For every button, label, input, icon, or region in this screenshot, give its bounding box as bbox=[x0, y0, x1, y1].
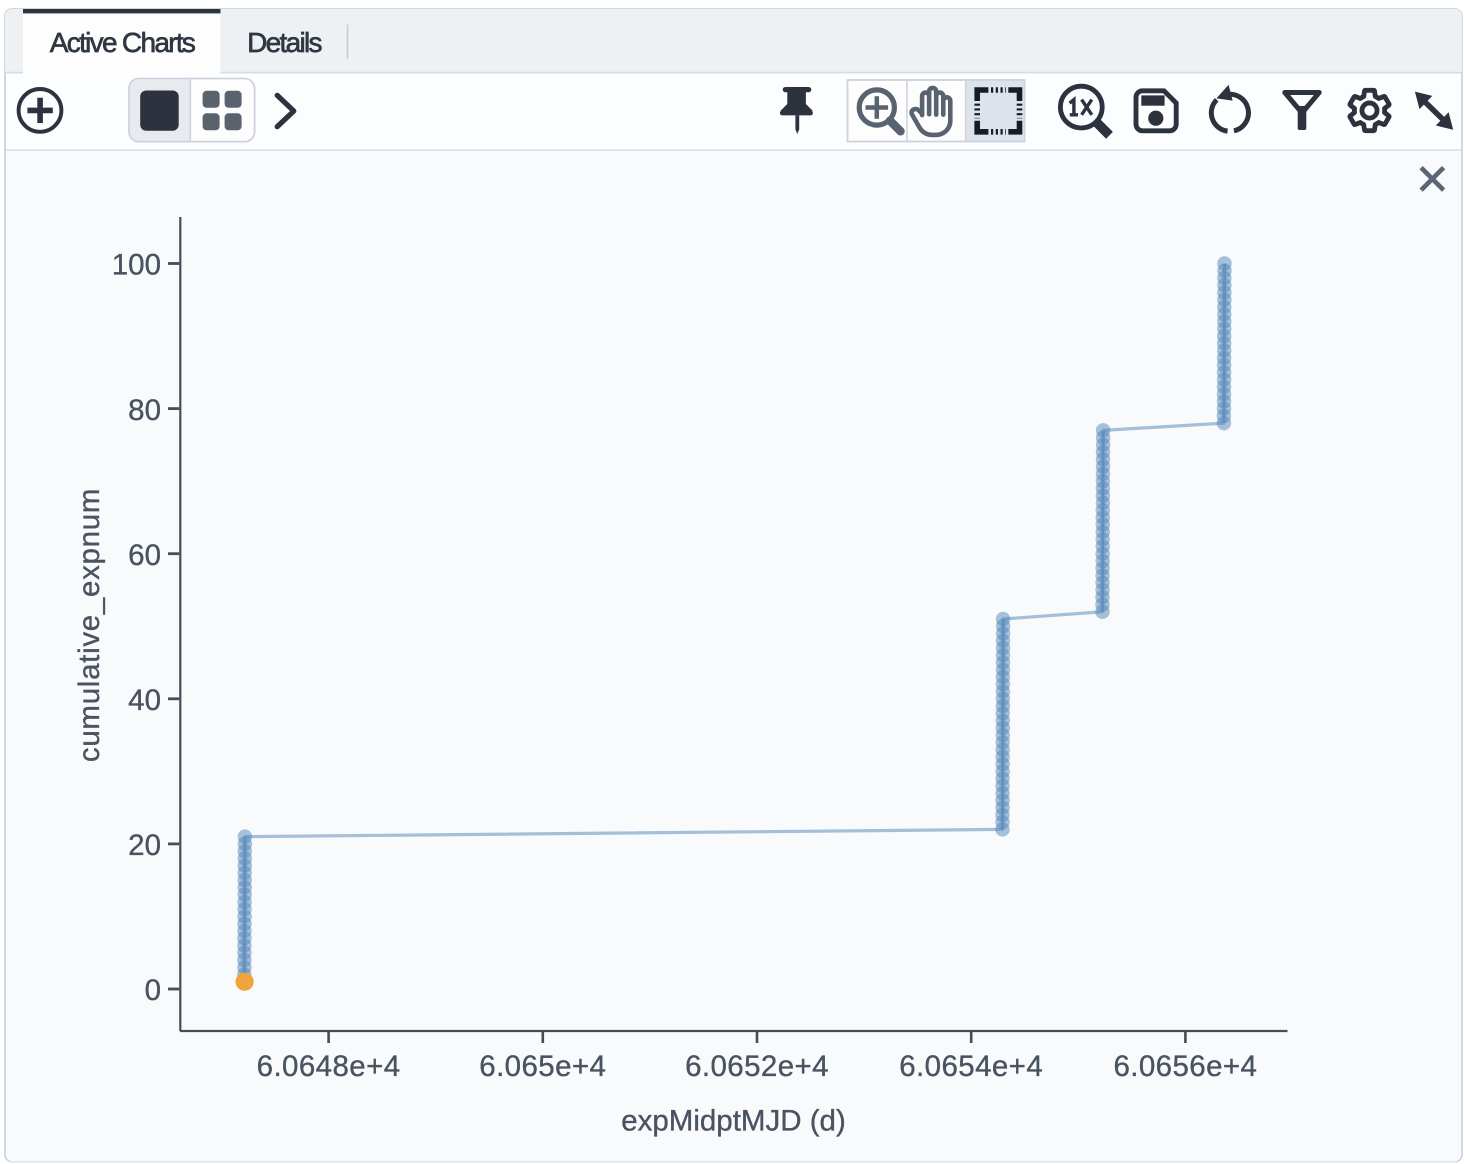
svg-text:20: 20 bbox=[128, 829, 161, 862]
svg-text:6.0654e+4: 6.0654e+4 bbox=[899, 1050, 1043, 1083]
svg-text:0: 0 bbox=[145, 974, 161, 1007]
svg-text:expMidptMJD (d): expMidptMJD (d) bbox=[621, 1105, 846, 1138]
svg-text:6.0652e+4: 6.0652e+4 bbox=[685, 1050, 829, 1083]
svg-text:100: 100 bbox=[112, 249, 161, 282]
svg-text:Details: Details bbox=[247, 27, 321, 58]
svg-text:6.0648e+4: 6.0648e+4 bbox=[257, 1050, 401, 1083]
svg-text:6.065e+4: 6.065e+4 bbox=[479, 1050, 606, 1083]
svg-text:cumulative_expnum: cumulative_expnum bbox=[73, 488, 106, 762]
svg-text:40: 40 bbox=[128, 684, 161, 717]
svg-text:80: 80 bbox=[128, 394, 161, 427]
svg-text:6.0656e+4: 6.0656e+4 bbox=[1113, 1050, 1257, 1083]
svg-text:Active Charts: Active Charts bbox=[50, 27, 195, 58]
svg-text:60: 60 bbox=[128, 539, 161, 572]
